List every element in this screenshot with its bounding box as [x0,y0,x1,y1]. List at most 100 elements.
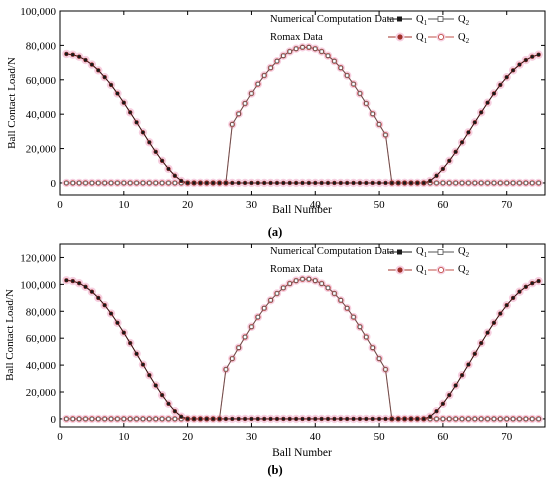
legend-marker-numerical-q2 [437,16,444,22]
data-point-numerical-q1 [345,181,349,185]
data-point-numerical-q1 [218,417,222,421]
data-point-numerical-q2 [275,59,279,64]
data-point-numerical-q1 [77,55,81,59]
data-point-numerical-q2 [370,111,375,116]
data-point-numerical-q1 [243,181,247,185]
data-point-numerical-q2 [498,417,503,421]
data-point-romax-q2 [446,180,453,186]
data-point-romax-q2 [114,416,121,422]
y-tick-label: 60,000 [26,75,57,87]
data-point-romax-q2 [484,416,491,422]
data-point-romax-q2 [95,416,102,422]
data-point-numerical-q1 [505,303,509,307]
data-point-numerical-q1 [517,290,521,294]
data-point-numerical-q1 [498,83,502,87]
data-point-romax-q2 [376,355,382,362]
data-point-romax-q2 [369,111,376,117]
x-tick-label: 30 [246,431,258,443]
data-point-romax-q2 [127,416,133,422]
data-point-numerical-q2 [147,181,152,185]
data-point-numerical-q1 [371,181,375,185]
data-point-numerical-q2 [268,65,273,70]
data-point-numerical-q2 [338,65,343,70]
legend-q1-label: Q1 [416,14,428,27]
data-point-numerical-q1 [345,417,349,421]
data-point-numerical-q1 [492,321,496,325]
data-point-romax-q2 [274,58,280,64]
data-point-numerical-q1 [371,417,375,421]
data-point-numerical-q1 [96,296,100,300]
data-point-romax-q2 [82,180,89,186]
x-tick-label: 0 [57,431,63,443]
data-point-numerical-q1 [390,417,394,421]
data-point-numerical-q1 [428,179,432,183]
data-point-romax-q2 [369,344,376,351]
chart-panel-b: 0 10 20 30 40 50 60 70 0 20,000 40,000 60,000 80,000… [4,243,546,477]
data-point-numerical-q2 [262,306,267,311]
data-point-numerical-q1 [262,417,266,421]
data-point-numerical-q2 [160,181,165,185]
data-point-romax-q2 [146,416,153,422]
data-point-numerical-q2 [351,315,356,319]
data-point-romax-q2 [452,180,459,186]
data-point-numerical-q1 [128,110,132,114]
data-point-romax-q2 [312,277,319,284]
data-point-numerical-q2 [364,335,369,339]
data-point-numerical-q1 [524,58,528,62]
data-point-romax-q2 [242,100,248,107]
axis-ticks: 0 10 20 30 40 50 60 70 0 20,000 40,000 60,000 80,000… [20,244,545,443]
data-point-numerical-q2 [358,91,362,96]
data-point-romax-q2 [121,416,127,422]
data-point-numerical-q1 [409,417,413,421]
data-point-romax-q2 [503,416,510,422]
data-point-numerical-q1 [511,68,515,72]
data-point-numerical-q2 [466,417,471,421]
data-point-romax-q2 [459,180,465,186]
data-point-numerical-q2 [466,181,471,185]
x-tick-label: 0 [57,199,63,211]
data-point-romax-q2 [108,180,114,186]
data-point-romax-q2 [89,180,95,186]
legend-q1-label: Q1 [416,264,428,277]
data-point-numerical-q1 [198,417,202,421]
data-point-numerical-q1 [352,417,356,421]
data-point-numerical-q1 [358,181,362,185]
y-tick-label: 40,000 [26,109,57,121]
data-point-numerical-q1 [390,181,394,185]
data-point-romax-q2 [261,305,267,311]
data-point-numerical-q2 [460,181,464,185]
data-point-numerical-q1 [230,417,234,421]
data-point-numerical-q2 [338,298,343,303]
data-point-numerical-q2 [479,181,484,185]
data-point-numerical-q1 [96,68,100,72]
data-point-numerical-q1 [109,83,113,87]
legend-q2-label: Q2 [458,14,470,27]
y-tick-label: 0 [51,178,57,190]
data-point-romax-q2 [159,180,165,186]
data-point-numerical-q1 [249,417,253,421]
data-point-romax-q2 [165,180,172,186]
data-point-romax-q2 [363,100,370,107]
x-tick-label: 20 [182,199,194,211]
data-point-numerical-q1 [441,402,445,406]
data-point-numerical-q1 [435,174,439,178]
data-point-romax-q2 [70,180,76,186]
data-point-numerical-q1 [109,312,113,316]
data-point-numerical-q1 [135,352,139,356]
data-point-numerical-q2 [300,277,305,282]
data-point-numerical-q1 [403,417,407,421]
data-point-numerical-q2 [492,417,496,421]
data-point-romax-q2 [306,44,312,51]
data-point-numerical-q2 [377,122,381,127]
data-point-numerical-q1 [492,91,496,95]
data-point-numerical-q2 [83,181,88,185]
data-point-numerical-q1 [537,279,541,283]
legend: Numerical Computation Data Romax Data Q1… [270,14,470,45]
data-point-romax-q2 [95,180,102,186]
data-point-numerical-q1 [211,181,215,185]
data-point-numerical-q2 [479,417,484,421]
data-point-numerical-q1 [422,417,426,421]
x-axis-title: Ball Number [272,204,332,216]
data-point-numerical-q2 [128,417,133,421]
data-point-numerical-q2 [294,278,299,283]
